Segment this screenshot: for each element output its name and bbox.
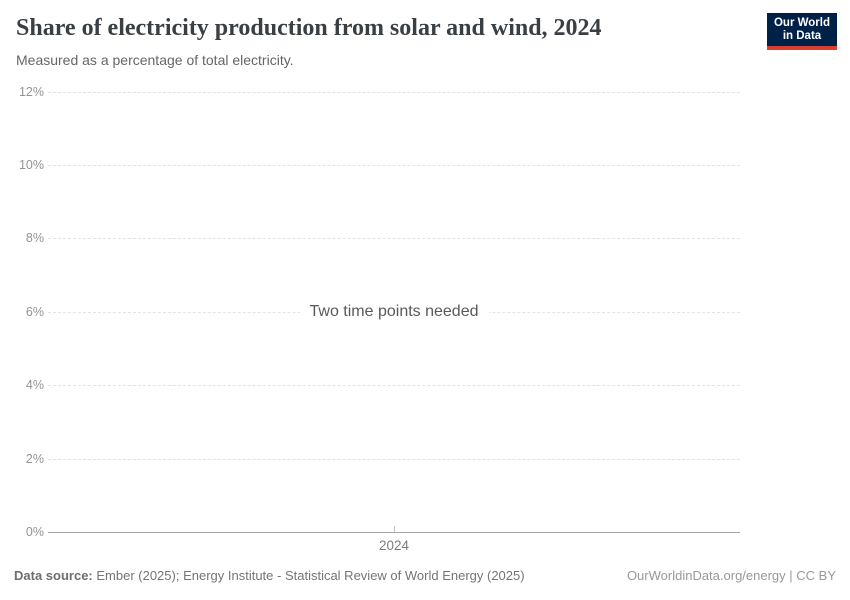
data-source-label: Data source:: [14, 568, 93, 583]
y-tick-label: 6%: [25, 305, 44, 319]
data-source-line: Data source: Ember (2025); Energy Instit…: [14, 568, 525, 583]
gridline: [48, 165, 740, 166]
chart-subtitle: Measured as a percentage of total electr…: [16, 52, 294, 68]
y-tick-label: 4%: [25, 378, 44, 392]
x-axis-line: [48, 532, 740, 533]
gridline: [48, 385, 740, 386]
y-tick-label: 0%: [25, 525, 44, 539]
owid-logo[interactable]: Our World in Data: [767, 13, 837, 50]
y-tick-label: 8%: [25, 231, 44, 245]
chart-footer: Data source: Ember (2025); Energy Instit…: [14, 568, 836, 583]
chart-empty-message: Two time points needed: [48, 301, 740, 322]
gridline: [48, 238, 740, 239]
y-tick-label: 2%: [25, 452, 44, 466]
owid-logo-line2: in Data: [782, 30, 822, 42]
x-tick-mark: [394, 526, 395, 532]
owid-logo-line1: Our World: [773, 17, 830, 29]
footer-credit-link[interactable]: OurWorldinData.org/energy | CC BY: [626, 568, 836, 583]
chart-title: Share of electricity production from sol…: [16, 15, 602, 41]
x-tick-label: 2024: [378, 538, 410, 553]
y-tick-label: 12%: [18, 85, 44, 99]
gridline: [48, 459, 740, 460]
data-source-text: Ember (2025); Energy Institute - Statist…: [92, 568, 525, 583]
gridline: [48, 92, 740, 93]
y-tick-label: 10%: [18, 158, 44, 172]
